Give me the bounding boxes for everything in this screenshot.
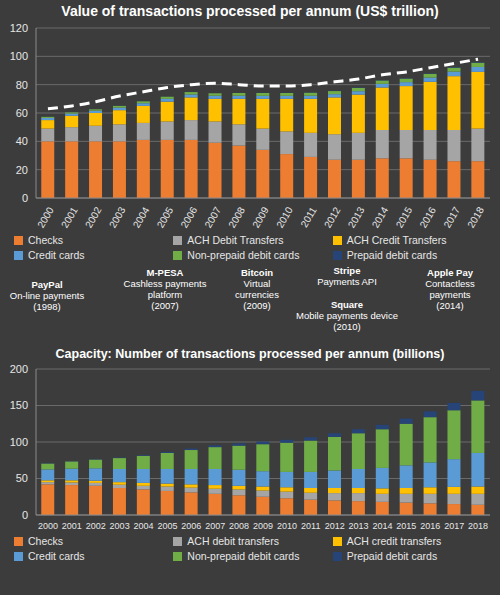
- svg-text:0: 0: [22, 192, 28, 204]
- svg-text:2000: 2000: [35, 205, 56, 230]
- html-text:Contactless: Contactless: [425, 278, 475, 289]
- svg-text:2015: 2015: [394, 205, 415, 230]
- html-text:Non-prepaid debit cards: Non-prepaid debit cards: [187, 249, 300, 261]
- svg-text:80: 80: [16, 79, 28, 91]
- html-text:currencies: currencies: [235, 289, 279, 300]
- svg-text:2000: 2000: [38, 521, 58, 531]
- svg-text:2013: 2013: [346, 205, 367, 230]
- html-text:Apple Pay: Apple Pay: [427, 267, 473, 278]
- svg-text:0: 0: [22, 509, 28, 521]
- svg-text:2018: 2018: [468, 521, 488, 531]
- svg-text:2005: 2005: [155, 205, 176, 230]
- svg-text:2008: 2008: [229, 521, 249, 531]
- svg-text:2017: 2017: [441, 205, 462, 230]
- html-text:platform: platform: [147, 289, 183, 300]
- svg-text:2011: 2011: [298, 205, 318, 230]
- svg-text:40: 40: [16, 135, 28, 147]
- svg-text:2003: 2003: [110, 521, 130, 531]
- html-text:ACH Credit Transfers: ACH Credit Transfers: [346, 234, 447, 246]
- svg-text:2006: 2006: [179, 205, 200, 230]
- html-text:Prepaid debit cards: Prepaid debit cards: [346, 249, 438, 261]
- svg-text:2010: 2010: [277, 521, 297, 531]
- html-text:(1998): (1998): [33, 301, 61, 312]
- html-text:M-PESA: M-PESA: [146, 267, 184, 278]
- svg-text:50: 50: [16, 472, 28, 484]
- svg-text:60: 60: [16, 107, 28, 119]
- svg-text:2005: 2005: [157, 521, 177, 531]
- html-text:Prepaid debit cards: Prepaid debit cards: [346, 550, 438, 562]
- svg-text:2010: 2010: [274, 205, 295, 230]
- html-text:Checks: Checks: [28, 535, 63, 547]
- svg-text:2017: 2017: [444, 521, 464, 531]
- svg-text:200: 200: [10, 363, 28, 375]
- html-text:Cashless payments: Cashless payments: [123, 278, 207, 289]
- svg-text:2011: 2011: [301, 521, 320, 531]
- html-text:(2007): (2007): [151, 300, 179, 311]
- svg-text:2016: 2016: [417, 205, 438, 230]
- svg-text:2004: 2004: [131, 205, 152, 230]
- svg-text:2001: 2001: [59, 205, 80, 230]
- svg-text:2014: 2014: [370, 205, 391, 230]
- svg-text:2003: 2003: [107, 205, 128, 230]
- html-text:(2010): (2010): [333, 321, 361, 332]
- svg-text:2018: 2018: [465, 205, 486, 230]
- html-text:Virtual: Virtual: [243, 278, 271, 289]
- svg-text:2016: 2016: [420, 521, 440, 531]
- svg-text:2002: 2002: [86, 521, 106, 531]
- html-text:Payments API: Payments API: [317, 276, 377, 287]
- html-text:ACH Debit Transfers: ACH Debit Transfers: [187, 234, 284, 246]
- html-text:payments: payments: [429, 289, 471, 300]
- svg-text:2015: 2015: [396, 521, 416, 531]
- svg-text:2008: 2008: [226, 205, 247, 230]
- html-text:Square: Square: [330, 299, 364, 310]
- svg-text:2009: 2009: [253, 521, 273, 531]
- svg-text:2001: 2001: [62, 521, 82, 531]
- svg-text:2002: 2002: [83, 205, 104, 230]
- html-text:Credit cards: Credit cards: [28, 550, 85, 562]
- html-text:(2009): (2009): [243, 300, 271, 311]
- html-text:Bitcoin: Bitcoin: [240, 267, 274, 278]
- svg-text:120: 120: [10, 22, 28, 34]
- html-text:Non-prepaid debit cards: Non-prepaid debit cards: [187, 550, 300, 562]
- svg-text:2012: 2012: [325, 521, 345, 531]
- svg-text:100: 100: [10, 436, 28, 448]
- svg-text:2013: 2013: [349, 521, 369, 531]
- html-text:Credit cards: Credit cards: [28, 249, 85, 261]
- html-text:(2014): (2014): [436, 300, 464, 311]
- html-text:Value of transactions processe: Value of transactions processed per annu…: [61, 3, 439, 19]
- html-text:PayPal: PayPal: [31, 279, 63, 290]
- svg-text:2007: 2007: [202, 205, 223, 230]
- svg-text:2004: 2004: [134, 521, 154, 531]
- svg-text:2012: 2012: [322, 205, 343, 230]
- html-text:Mobile payments device: Mobile payments device: [296, 310, 398, 321]
- svg-text:150: 150: [10, 399, 28, 411]
- svg-text:2007: 2007: [205, 521, 225, 531]
- html-text:Checks: Checks: [28, 234, 63, 246]
- html-text:Stripe: Stripe: [333, 265, 361, 276]
- html-text:Capacity: Number of transactio: Capacity: Number of transactions process…: [55, 347, 445, 361]
- html-text:On-line payments: On-line payments: [9, 290, 85, 301]
- svg-text:2006: 2006: [181, 521, 201, 531]
- html-text:ACH debit transfers: ACH debit transfers: [187, 535, 279, 547]
- html-text:ACH credit transfers: ACH credit transfers: [346, 535, 442, 547]
- svg-text:20: 20: [16, 164, 28, 176]
- svg-text:100: 100: [10, 50, 28, 62]
- svg-text:2009: 2009: [250, 205, 271, 230]
- svg-text:2014: 2014: [372, 521, 392, 531]
